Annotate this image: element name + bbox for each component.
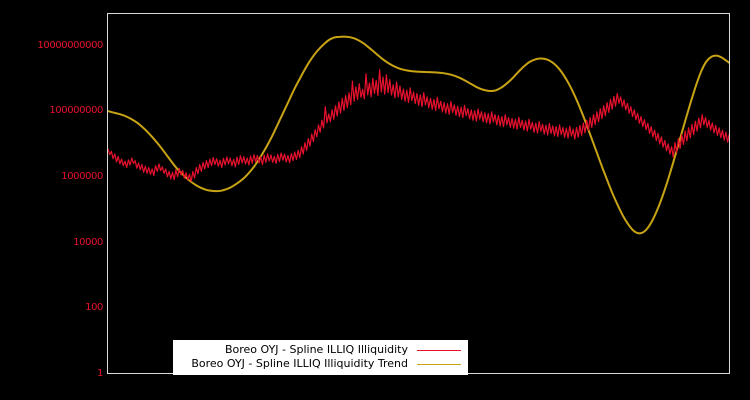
series-line-trend xyxy=(108,35,729,235)
plot-svg xyxy=(108,35,729,235)
y-tick-label: 100000000 xyxy=(49,105,103,117)
legend-swatch-illiquidity xyxy=(417,349,461,351)
y-tick-label: 10000 xyxy=(73,236,103,248)
y-axis-tick-labels: 10000000000 100000000 1000000 10000 100 1 xyxy=(0,0,103,400)
legend-label-illiquidity: Boreo OYJ - Spline ILLIQ Illiquidity xyxy=(224,343,408,356)
y-tick-label: 1000000 xyxy=(61,171,103,183)
legend-entry-illiquidity: Boreo OYJ - Spline ILLIQ Illiquidity xyxy=(180,343,461,357)
y-tick-label: 1 xyxy=(97,368,103,379)
legend-swatch-trend xyxy=(417,363,461,365)
chart-legend: Boreo OYJ - Spline ILLIQ Illiquidity Bor… xyxy=(173,340,468,375)
legend-label-trend: Boreo OYJ - Spline ILLIQ Illiquidity Tre… xyxy=(191,357,408,370)
plot-area xyxy=(107,13,730,374)
y-tick-label: 10000000000 xyxy=(37,39,103,51)
y-tick-label: 100 xyxy=(85,302,103,314)
series-line-illiquidity xyxy=(108,69,729,182)
legend-entry-trend: Boreo OYJ - Spline ILLIQ Illiquidity Tre… xyxy=(180,357,461,371)
